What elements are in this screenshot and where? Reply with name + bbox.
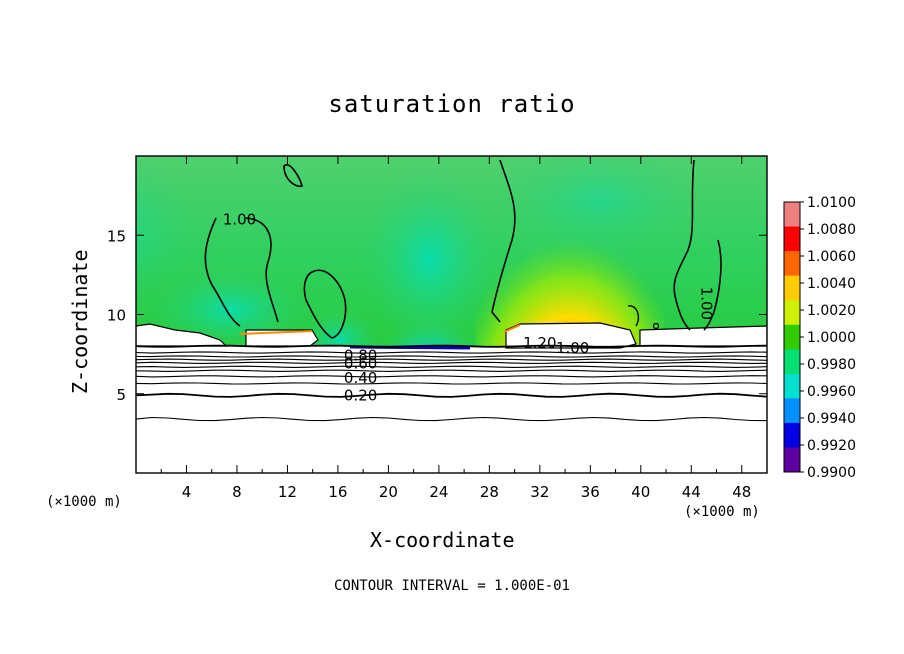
x-tick-label: 16	[328, 483, 347, 501]
colorbar-swatch	[784, 300, 800, 326]
x-tick-label: 12	[278, 483, 297, 501]
x-tick-label: 28	[480, 483, 499, 501]
x-tick-label: 32	[530, 483, 549, 501]
colorbar-swatch	[784, 373, 800, 399]
contour-label: 0.40	[344, 369, 377, 387]
y-axis-label: Z-coordinate	[68, 249, 92, 395]
colorbar-label: 1.0060	[807, 249, 856, 265]
colorbar-swatch	[784, 275, 800, 301]
x-tick-label: 36	[581, 483, 600, 501]
contour-line	[135, 392, 768, 398]
colorbar-label: 1.0020	[807, 303, 856, 319]
x-unit-right: (×1000 m)	[684, 504, 760, 520]
contour-label: 0.20	[344, 386, 377, 404]
contour-line	[135, 358, 768, 361]
y-tick-label: 15	[107, 227, 126, 245]
y-tick-label: 5	[116, 386, 126, 404]
x-tick-label: 4	[182, 483, 192, 501]
x-tick-label: 44	[682, 483, 701, 501]
contour-line	[135, 382, 768, 385]
contour-line	[135, 361, 768, 364]
y-tick-label: 10	[107, 307, 126, 325]
colorbar-swatch	[784, 349, 800, 375]
contour-label: 1.00	[556, 339, 589, 357]
colorbar-label: 0.9980	[807, 357, 856, 373]
colorbar-label: 1.0040	[807, 276, 856, 292]
contour-line	[135, 344, 768, 348]
x-axis-label: X-coordinate	[370, 528, 515, 552]
contour-lines	[135, 344, 768, 422]
x-tick-label: 8	[232, 483, 242, 501]
contour-interval-footer: CONTOUR INTERVAL = 1.000E-01	[333, 578, 570, 594]
colorbar-label: 1.0100	[807, 195, 856, 211]
chart-title: saturation ratio	[328, 90, 576, 118]
colorbar-label: 0.9920	[807, 438, 856, 454]
colorbar-label: 1.0080	[807, 222, 856, 238]
colorbar-swatch	[784, 398, 800, 424]
colorbar-label: 0.9960	[807, 384, 856, 400]
contour-line	[135, 355, 768, 358]
colorbar: 1.0100 1.0080 1.0060 1.0040 1.0020 1.0000 0.99…	[783, 195, 856, 481]
x-axis-ticks: 4 8 12 16 20 24 28 32 36 40 44 48	[160, 156, 751, 501]
contour-labels: 1.001.001.20 1.000.800.600.400.20	[223, 210, 716, 404]
contour-label: 0.80	[344, 347, 377, 365]
colorbar-label: 0.9900	[807, 465, 856, 481]
x-tick-label: 20	[379, 483, 398, 501]
colorbar-swatch	[784, 422, 800, 448]
x-tick-label: 48	[732, 483, 751, 501]
y-axis-ticks: 5 10 15	[107, 227, 767, 404]
colorbar-label: 0.9940	[807, 411, 856, 427]
x-tick-label: 40	[631, 483, 650, 501]
contour-line	[135, 375, 768, 378]
contour-line	[135, 369, 768, 372]
colorbar-swatch	[784, 202, 800, 228]
contour-label: 1.20	[523, 334, 556, 352]
colorbar-swatch	[784, 226, 800, 252]
colorbar-label: 1.0000	[807, 330, 856, 346]
x-unit-left: (×1000 m)	[46, 494, 122, 510]
x-tick-label: 24	[429, 483, 448, 501]
colorbar-swatch	[784, 447, 800, 473]
colorbar-swatch	[784, 324, 800, 350]
contour-label: 1.00	[223, 210, 256, 228]
contour-label: 1.00	[697, 287, 715, 320]
contour-line	[135, 365, 768, 368]
colorbar-swatch	[784, 251, 800, 277]
contour-line	[135, 416, 768, 422]
contour-line	[135, 351, 768, 354]
contour-label: 0.60	[344, 355, 377, 373]
